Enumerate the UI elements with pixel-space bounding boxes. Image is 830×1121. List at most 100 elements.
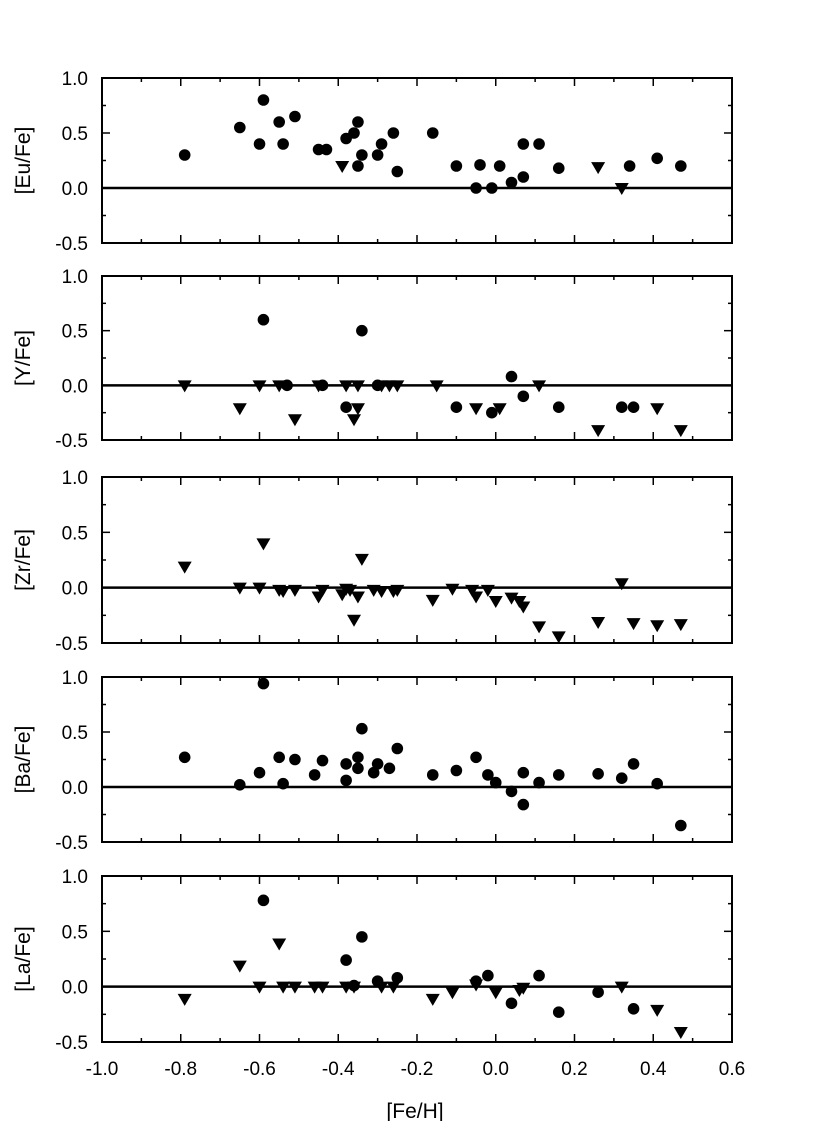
data-point-circle <box>273 116 285 128</box>
data-point-circle <box>289 110 301 123</box>
y-tick-label: -0.5 <box>55 1033 88 1054</box>
data-point-circle <box>505 176 518 189</box>
data-point-circle <box>352 762 364 775</box>
panel-2: -0.5 0.0 0.5 1.0 [Zr/Fe] <box>12 468 733 655</box>
data-point-triangle <box>287 414 302 427</box>
data-point-triangle <box>272 938 287 951</box>
y-tick-label: 0.0 <box>62 579 88 600</box>
y-tick-label: 0.0 <box>62 179 88 200</box>
y-tick-label: -0.5 <box>55 234 88 255</box>
data-point-circle <box>493 160 506 172</box>
data-point-circle <box>615 401 628 414</box>
data-point-triangle <box>350 591 365 604</box>
data-point-circle <box>505 785 518 798</box>
data-point-triangle <box>335 161 350 173</box>
data-point-circle <box>253 138 266 150</box>
y-tick-label: -0.5 <box>55 833 88 854</box>
x-tick-label: -0.4 <box>322 1059 355 1080</box>
data-point-circle <box>517 138 530 150</box>
data-point-circle <box>505 370 518 383</box>
data-point-triangle <box>425 993 440 1006</box>
data-point-circle <box>273 751 285 764</box>
data-point-triangle <box>445 583 460 596</box>
data-point-triangle <box>469 979 484 992</box>
data-point-circle <box>651 152 663 165</box>
data-point-triangle <box>232 582 247 595</box>
data-point-circle <box>391 165 404 178</box>
data-point-triangle <box>516 601 531 614</box>
y-tick-label: 0.5 <box>62 922 88 943</box>
x-tick-label: -0.6 <box>243 1059 276 1080</box>
data-point-circle <box>533 969 545 982</box>
data-point-circle <box>356 324 368 337</box>
panel-4: -0.5 0.0 0.5 1.0 [La/Fe] <box>12 867 733 1054</box>
data-point-circle <box>517 171 530 183</box>
data-point-triangle <box>626 618 641 631</box>
y-axis-label: [Eu/Fe] <box>12 127 35 195</box>
data-point-circle <box>489 776 502 789</box>
data-point-triangle <box>347 614 361 627</box>
data-point-triangle <box>390 584 405 597</box>
plot-frame <box>101 875 733 1043</box>
data-point-triangle <box>252 981 267 994</box>
data-point-circle <box>517 766 530 779</box>
y-tick-label: 0.0 <box>62 978 88 999</box>
data-point-triangle <box>347 981 361 994</box>
plot-frame <box>101 77 733 244</box>
data-point-triangle <box>465 584 480 597</box>
data-point-circle <box>627 401 640 414</box>
data-point-triangle <box>315 584 330 597</box>
data-point-triangle <box>469 403 484 416</box>
data-point-triangle <box>425 594 440 607</box>
data-point-triangle <box>673 1027 688 1040</box>
data-point-circle <box>257 894 270 907</box>
data-point-circle <box>486 406 498 419</box>
data-point-triangle <box>343 584 358 597</box>
data-point-triangle <box>516 982 531 995</box>
data-point-circle <box>234 779 246 791</box>
y-axis-label: [Y/Fe] <box>12 330 35 386</box>
data-point-circle <box>474 159 486 171</box>
data-point-circle <box>356 931 368 943</box>
data-point-circle <box>450 764 463 777</box>
data-point-triangle <box>614 183 629 195</box>
data-point-circle <box>450 160 463 172</box>
data-point-circle <box>383 762 396 775</box>
data-point-circle <box>552 401 565 414</box>
data-point-circle <box>552 1006 565 1018</box>
data-point-circle <box>426 127 439 139</box>
data-point-circle <box>482 769 494 781</box>
data-point-circle <box>352 751 364 764</box>
data-point-triangle <box>354 553 369 566</box>
x-tick-label: 0.0 <box>483 1059 509 1080</box>
data-point-circle <box>352 116 364 128</box>
data-point-circle <box>308 769 321 781</box>
y-tick-label: 0.0 <box>62 778 88 799</box>
data-point-circle <box>316 754 329 767</box>
data-point-triangle <box>390 380 405 393</box>
data-point-triangle <box>339 380 354 393</box>
data-point-triangle <box>350 380 365 393</box>
y-tick-label: 1.0 <box>62 468 88 489</box>
data-point-circle <box>257 313 270 326</box>
data-point-circle <box>178 149 191 161</box>
data-point-circle <box>486 182 498 194</box>
data-point-circle <box>178 751 191 764</box>
data-point-triangle <box>591 425 606 438</box>
data-point-circle <box>482 969 494 982</box>
data-point-triangle <box>614 578 629 591</box>
data-point-circle <box>340 401 352 414</box>
data-point-triangle <box>276 981 291 994</box>
data-point-triangle <box>177 380 192 393</box>
data-point-triangle <box>673 619 688 632</box>
y-tick-label: 0.5 <box>62 124 88 145</box>
data-point-circle <box>592 768 604 780</box>
data-point-triangle <box>252 380 267 393</box>
data-point-circle <box>356 149 368 161</box>
data-point-triangle <box>650 1004 665 1017</box>
data-point-triangle <box>252 582 267 595</box>
data-point-triangle <box>177 993 192 1006</box>
data-point-circle <box>348 127 360 139</box>
data-point-circle <box>234 121 246 134</box>
data-point-circle <box>517 390 530 403</box>
